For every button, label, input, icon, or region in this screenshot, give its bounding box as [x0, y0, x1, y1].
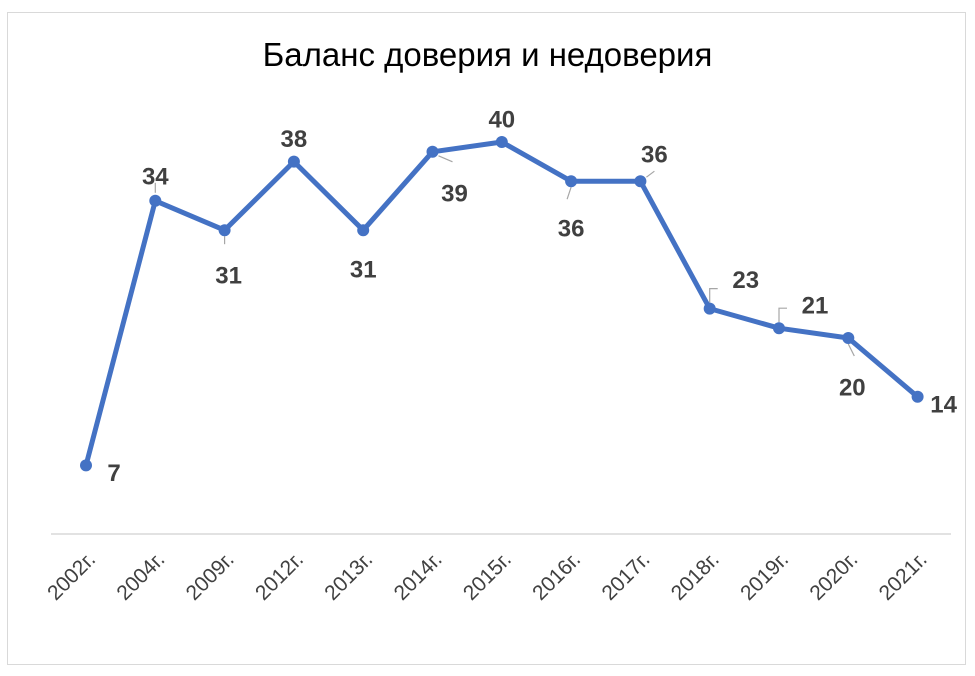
- data-label: 40: [488, 107, 515, 134]
- leader-line: [778, 307, 787, 323]
- data-point: [495, 136, 508, 148]
- data-label: 7: [107, 460, 120, 487]
- data-point: [149, 194, 162, 207]
- x-tick-label: 2019г.: [736, 548, 793, 605]
- data-label: 34: [142, 163, 169, 190]
- data-label: 14: [930, 391, 957, 418]
- data-labels: 7 34 31 38 31 39 40 36 36 23 21 20 14: [107, 107, 957, 487]
- data-label: 31: [215, 263, 242, 290]
- leader-line: [709, 288, 718, 303]
- leader-line: [566, 187, 572, 200]
- x-tick-label: 2017г.: [597, 548, 654, 605]
- data-point: [287, 155, 300, 168]
- data-point: [80, 459, 92, 472]
- data-point: [703, 302, 716, 315]
- data-point: [842, 332, 855, 344]
- data-label: 36: [558, 216, 585, 243]
- data-label: 39: [441, 180, 468, 207]
- data-label: 20: [839, 375, 866, 402]
- x-tick-labels: 2002г. 2004г. 2009г. 2012г. 2013г. 2014г. 2015…: [43, 548, 932, 605]
- x-tick-label: 2015г.: [459, 548, 516, 605]
- data-label: 38: [281, 126, 308, 153]
- x-tick-label: 2002г.: [43, 548, 100, 605]
- x-tick-label: 2016г.: [528, 548, 585, 605]
- data-point: [357, 224, 370, 237]
- data-point: [773, 322, 785, 335]
- leader-lines: [154, 155, 855, 357]
- x-tick-label: 2013г.: [320, 548, 377, 605]
- x-tick-label: 2020г.: [805, 548, 862, 605]
- x-tick-label: 2014г.: [390, 548, 447, 605]
- leader-line: [646, 170, 655, 178]
- x-tick-label: 2021г.: [875, 548, 932, 605]
- x-tick-label: 2012г.: [251, 548, 308, 605]
- leader-line: [847, 343, 855, 357]
- x-tick-label: 2018г.: [667, 548, 724, 605]
- data-point: [634, 175, 647, 188]
- data-point: [565, 175, 578, 188]
- data-point: [426, 145, 439, 158]
- data-label: 31: [350, 257, 377, 284]
- series-line: [83, 139, 921, 468]
- chart-title: Баланс доверия и недоверия: [262, 36, 713, 73]
- x-tick-label: 2009г.: [182, 548, 239, 605]
- data-label: 23: [732, 267, 759, 294]
- data-markers: [80, 136, 924, 472]
- chart-frame: [7, 12, 966, 665]
- data-point: [218, 224, 231, 237]
- leader-line: [438, 155, 453, 163]
- data-point: [911, 390, 924, 403]
- x-tick-label: 2004г.: [112, 548, 169, 605]
- data-label: 21: [802, 293, 829, 320]
- data-label: 36: [641, 142, 668, 169]
